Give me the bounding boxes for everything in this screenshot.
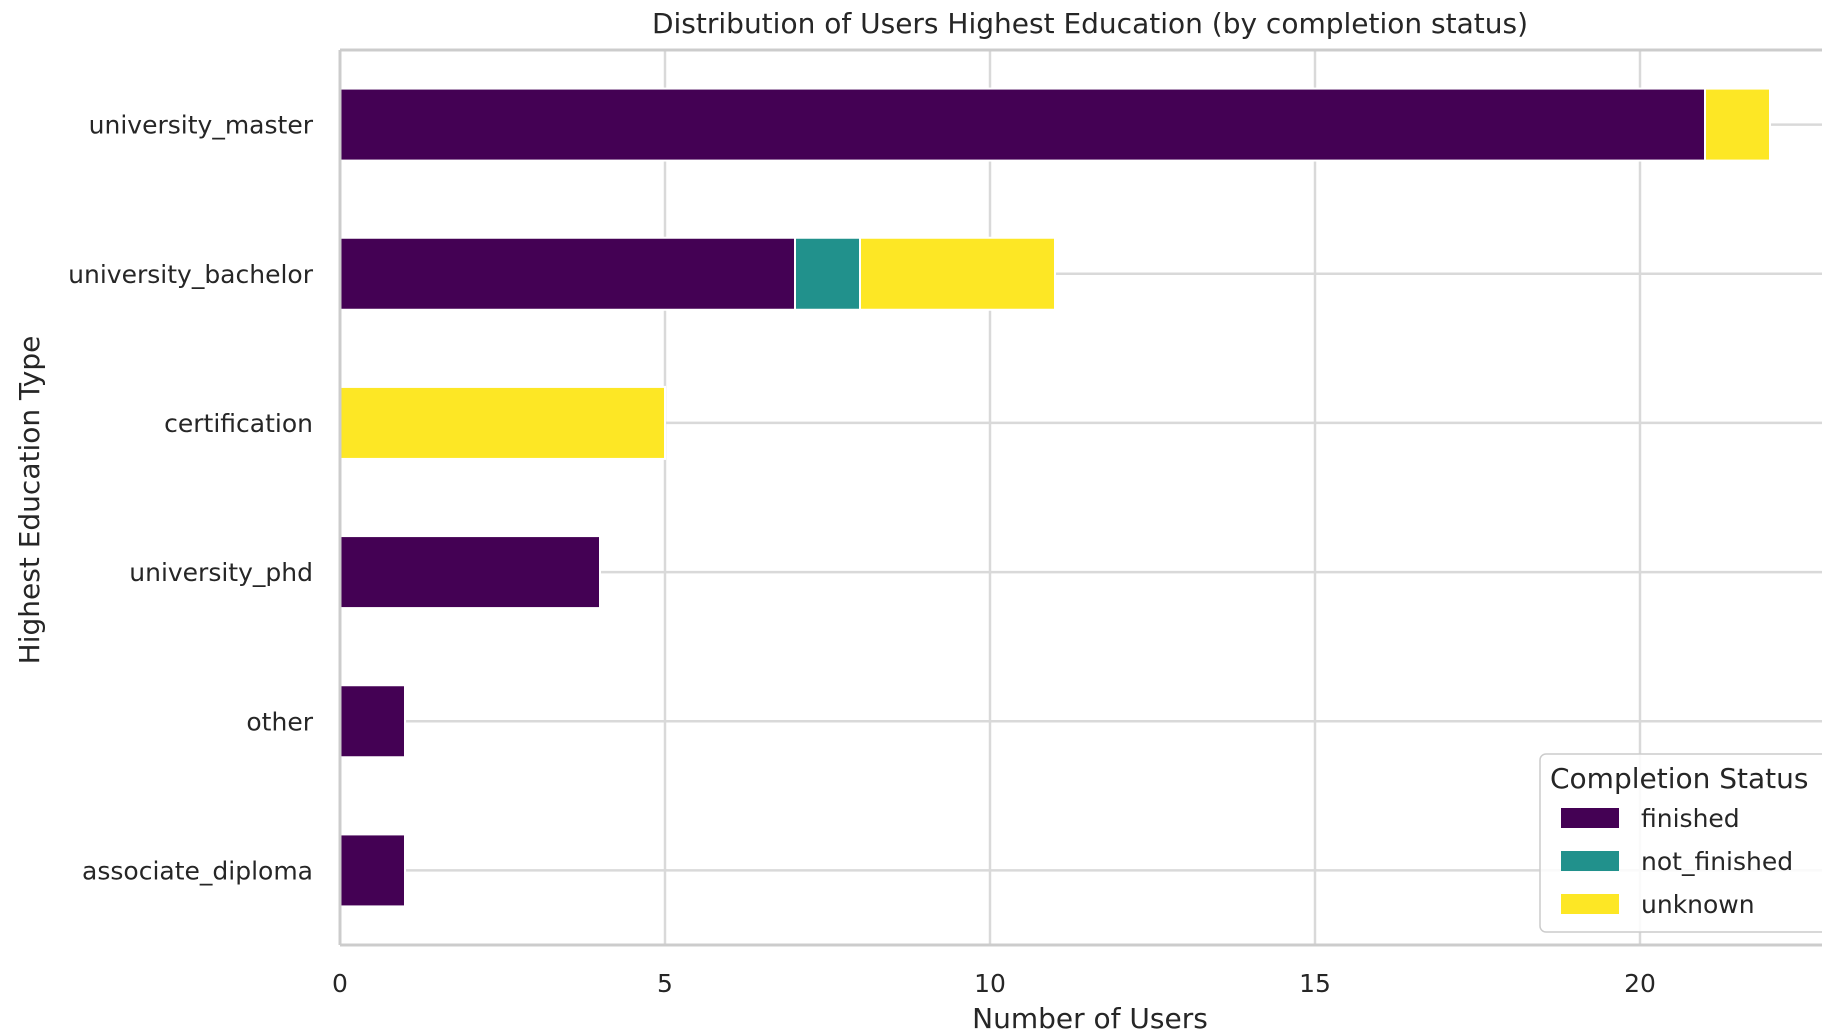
y-tick-label: other <box>246 707 313 736</box>
y-tick-label: university_master <box>89 111 314 140</box>
x-tick-label: 15 <box>1299 969 1331 998</box>
y-tick-label: associate_diploma <box>82 856 313 885</box>
legend-label-unknown: unknown <box>1641 890 1755 919</box>
legend: Completion Status finished not_finishedun… <box>1539 753 1822 933</box>
y-tick-label: certification <box>164 409 313 438</box>
bar-associate_diploma-finished <box>339 833 406 908</box>
y-tick-label: university_bachelor <box>68 260 314 289</box>
bar-university_bachelor-not_finished <box>794 236 861 311</box>
x-tick-label: 10 <box>974 969 1006 998</box>
legend-label-not_finished: not_finished <box>1641 847 1793 876</box>
y-axis-title: Highest Education Type <box>13 336 46 665</box>
legend-title: Completion Status <box>1550 762 1809 795</box>
bar-university_master-finished <box>339 87 1706 162</box>
x-tick-label: 20 <box>1624 969 1656 998</box>
x-tick-label: 0 <box>332 969 348 998</box>
legend-swatch-not_finished <box>1561 851 1619 871</box>
bar-other-finished <box>339 684 406 759</box>
legend-label-finished: finished <box>1641 804 1740 833</box>
y-tick-label: university_phd <box>129 558 313 587</box>
bar-certification-unknown <box>339 385 666 460</box>
x-tick-label: 5 <box>657 969 673 998</box>
bar-university_bachelor-finished <box>339 236 796 311</box>
x-tick-labels: 0 5 10 15 20 <box>332 969 1656 998</box>
bar-university_bachelor-unknown <box>859 236 1056 311</box>
x-axis-title: Number of Users <box>972 1002 1208 1035</box>
legend-swatch-finished <box>1561 808 1619 828</box>
y-tick-labels: university_master university_bachelorcert… <box>68 111 314 886</box>
bar-university_master-unknown <box>1704 87 1771 162</box>
bar-university_phd-finished <box>339 535 601 610</box>
plot-frame <box>338 48 1822 947</box>
chart-title: Distribution of Users Highest Education … <box>652 7 1528 40</box>
legend-box <box>1539 753 1822 933</box>
legend-swatch-unknown <box>1561 894 1619 914</box>
